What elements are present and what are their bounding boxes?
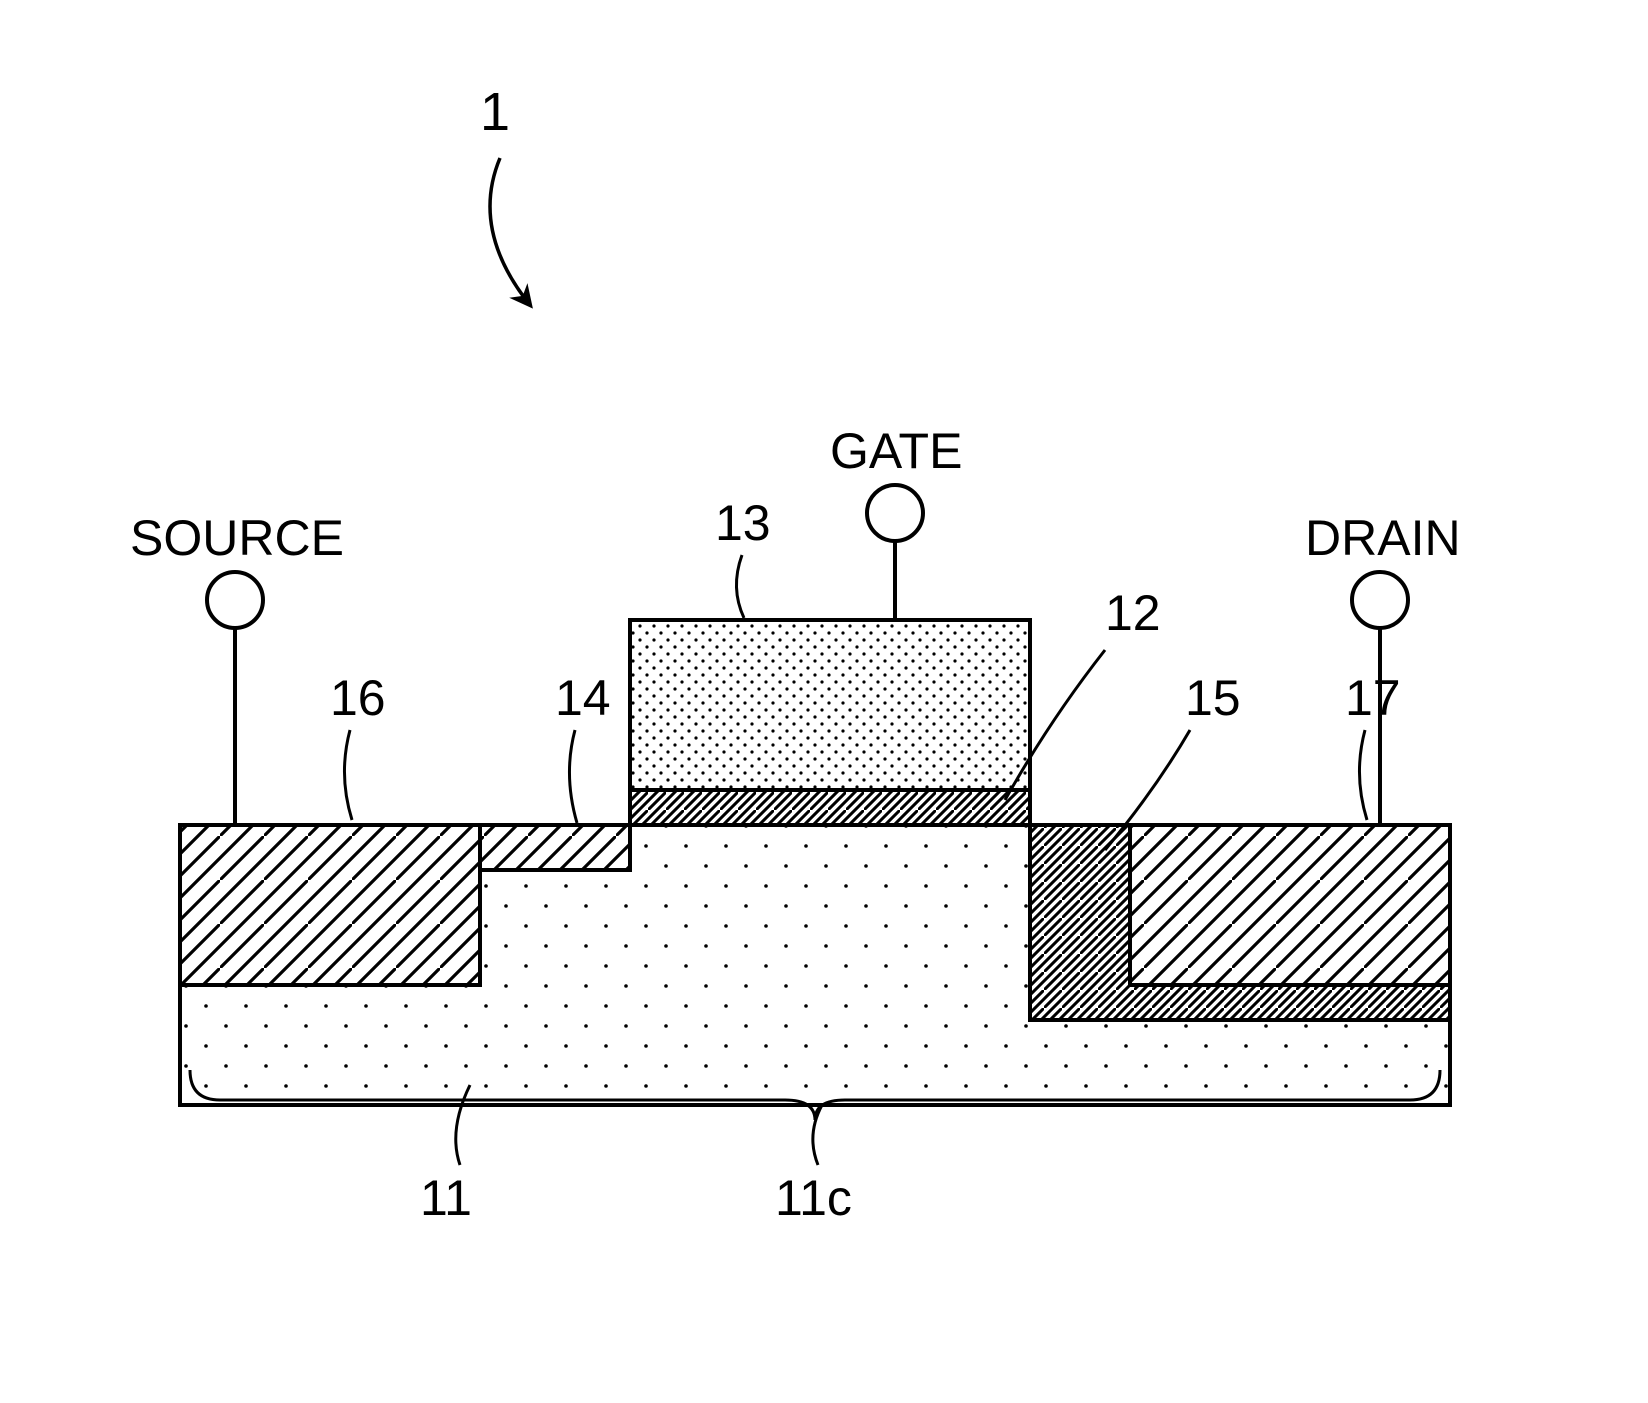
svg-text:13: 13 <box>715 495 771 551</box>
svg-text:11: 11 <box>420 1170 472 1226</box>
region-12-gate-insulator <box>630 790 1030 825</box>
diagram-root: SOURCE GATE DRAIN 16 14 13 12 15 17 11 11c 1 <box>0 0 1648 1403</box>
svg-text:1: 1 <box>480 82 510 142</box>
figure-ref-1: 1 <box>480 82 530 305</box>
region-13-gate-electrode <box>630 620 1030 790</box>
label-17: 17 <box>1345 670 1401 820</box>
label-11c: 11c <box>775 1105 852 1226</box>
source-terminal: SOURCE <box>130 510 344 825</box>
region-16-source-contact <box>180 825 480 985</box>
svg-text:17: 17 <box>1345 670 1401 726</box>
svg-text:16: 16 <box>330 670 386 726</box>
label-14: 14 <box>555 670 611 823</box>
svg-text:15: 15 <box>1185 670 1241 726</box>
transistor-cross-section: SOURCE GATE DRAIN 16 14 13 12 15 17 11 11c 1 <box>0 0 1648 1403</box>
svg-text:GATE: GATE <box>830 423 962 479</box>
label-13: 13 <box>715 495 771 618</box>
svg-text:11c: 11c <box>775 1170 852 1226</box>
svg-text:SOURCE: SOURCE <box>130 510 344 566</box>
region-17-drain-contact <box>1130 825 1450 985</box>
region-14 <box>480 825 630 870</box>
svg-text:12: 12 <box>1105 585 1161 641</box>
svg-text:DRAIN: DRAIN <box>1305 510 1461 566</box>
gate-terminal: GATE <box>830 423 962 620</box>
svg-text:14: 14 <box>555 670 611 726</box>
drain-terminal: DRAIN <box>1305 510 1461 825</box>
label-16: 16 <box>330 670 386 820</box>
